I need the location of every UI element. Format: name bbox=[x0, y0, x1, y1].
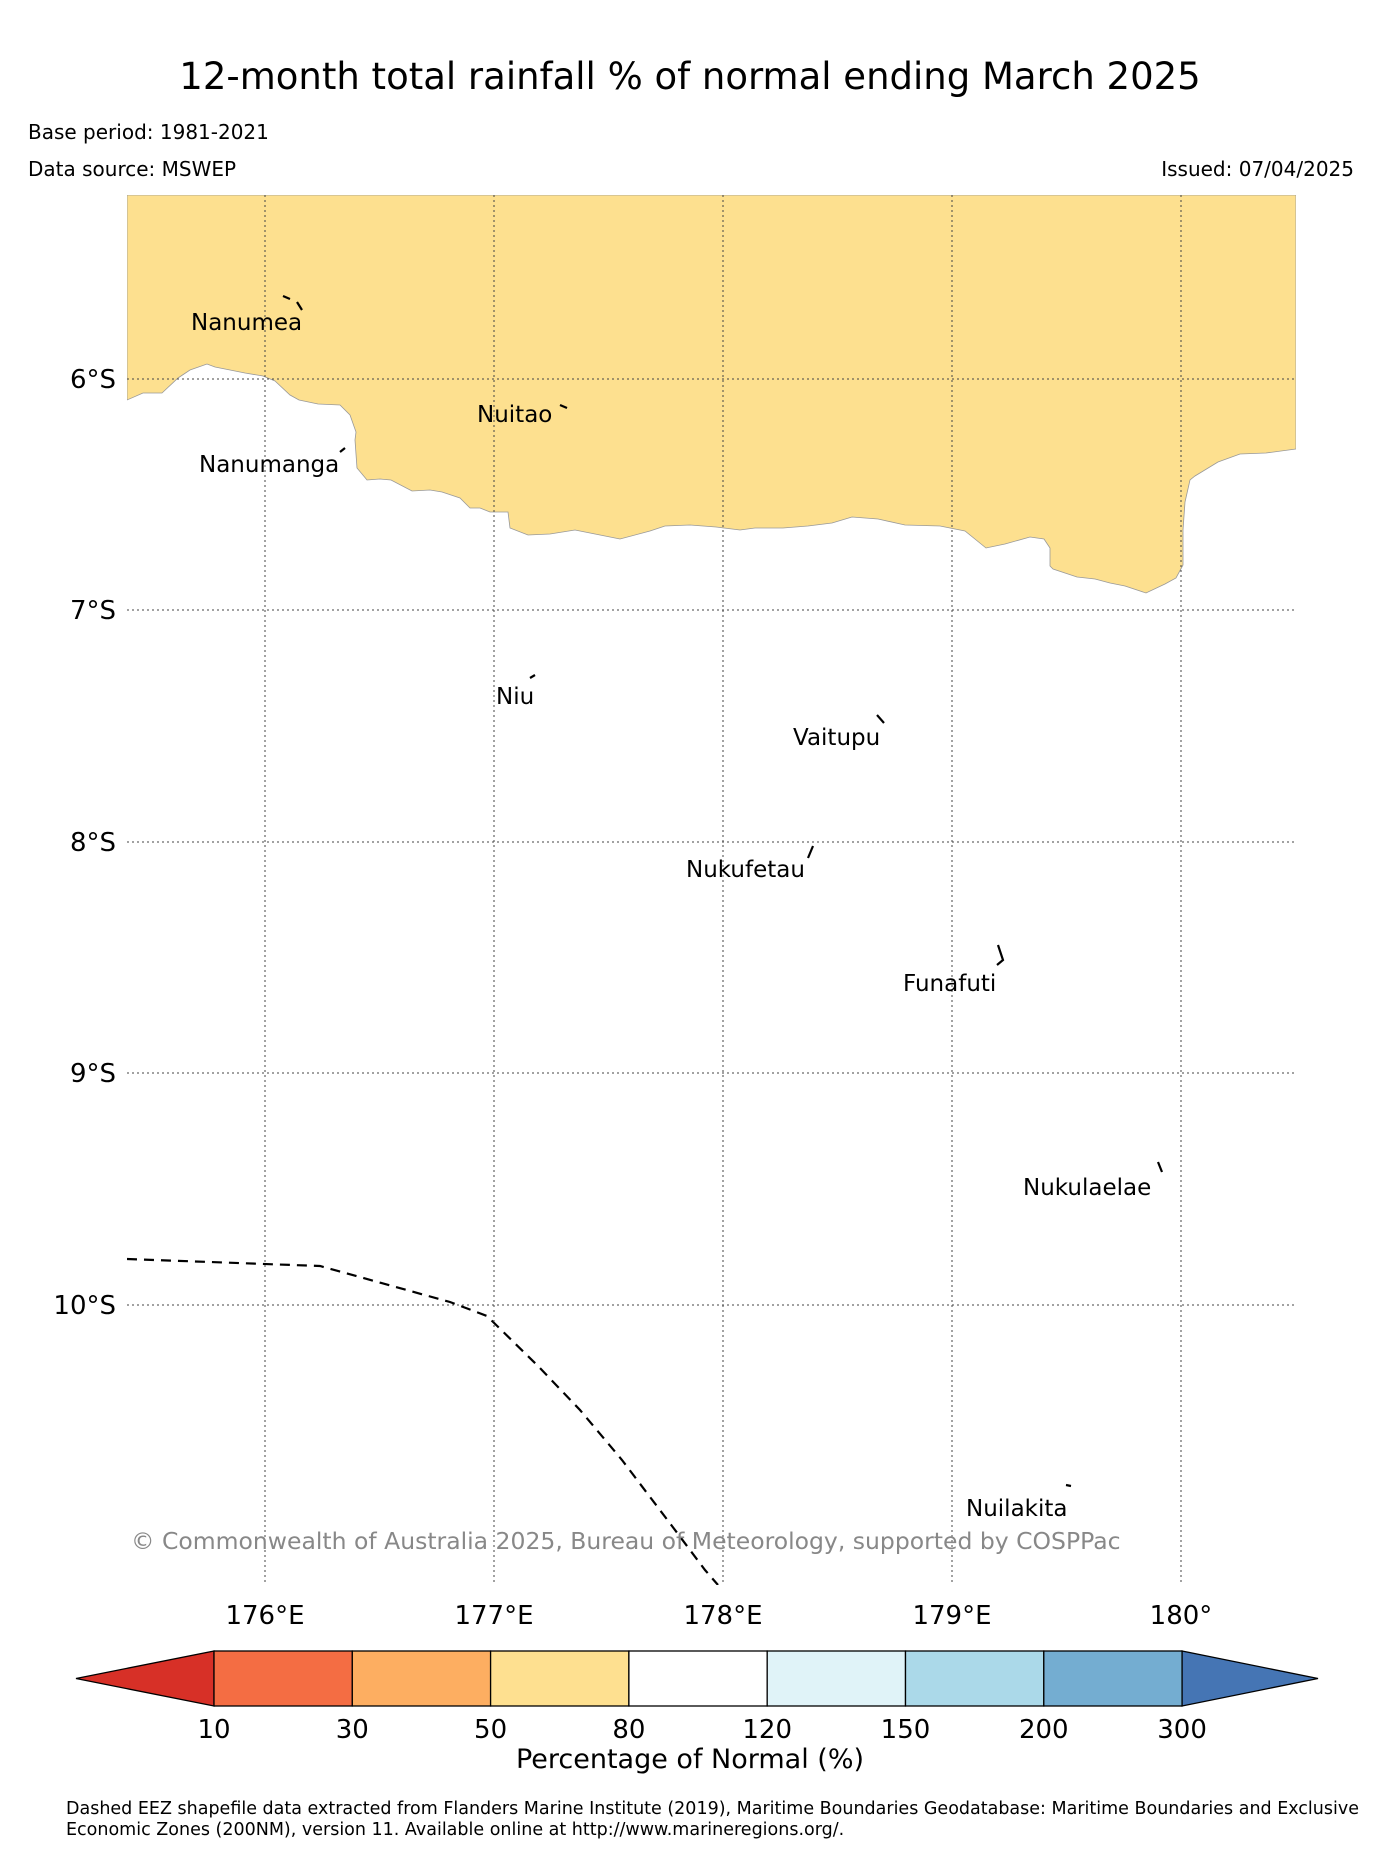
colorbar-segment bbox=[351, 1650, 492, 1707]
lat-label: 10°S bbox=[53, 1291, 116, 1321]
island-label: Nanumea bbox=[191, 310, 302, 336]
island-icon bbox=[1065, 1483, 1072, 1488]
island-icon bbox=[1156, 1161, 1164, 1173]
island-label: Nanumanga bbox=[199, 452, 339, 478]
island-label: Funafuti bbox=[903, 971, 996, 997]
colorbar-segment bbox=[489, 1650, 630, 1707]
island-icon bbox=[339, 447, 346, 453]
island-label: Niu bbox=[496, 684, 534, 710]
chart-title: 12-month total rainfall % of normal endi… bbox=[179, 55, 1201, 98]
colorbar-tick-label: 80 bbox=[612, 1715, 645, 1745]
lon-label: 177°E bbox=[454, 1601, 533, 1631]
colorbar-high-extend bbox=[1181, 1650, 1319, 1707]
lat-label: 6°S bbox=[70, 365, 116, 395]
shaded-rainfall-region bbox=[127, 195, 1296, 594]
lat-label: 8°S bbox=[70, 828, 116, 858]
lat-label: 7°S bbox=[70, 596, 116, 626]
island-icon bbox=[996, 944, 1005, 966]
island-icon bbox=[806, 845, 815, 859]
lat-label: 9°S bbox=[70, 1059, 116, 1089]
data-source-text: Data source: MSWEP bbox=[28, 157, 237, 181]
colorbar-tick-label: 150 bbox=[881, 1715, 931, 1745]
rainfall-map: 6°S 7°S 8°S 9°S 10°S 176°E 177°E 178°E 1… bbox=[53, 195, 1296, 1631]
island-label: Nuilakita bbox=[966, 1496, 1067, 1522]
colorbar-low-extend bbox=[75, 1650, 215, 1707]
footnote-text: Dashed EEZ shapefile data extracted from… bbox=[66, 1799, 1359, 1840]
colorbar-segment bbox=[628, 1650, 768, 1707]
colorbar-tick-label: 30 bbox=[336, 1715, 369, 1745]
colorbar-tick-label: 10 bbox=[197, 1715, 230, 1745]
copyright-text: © Commonwealth of Australia 2025, Bureau… bbox=[131, 1527, 1121, 1555]
colorbar-tick-label: 200 bbox=[1019, 1715, 1069, 1745]
lon-label: 180° bbox=[1150, 1601, 1213, 1631]
island-icon bbox=[282, 294, 303, 311]
issued-date-text: Issued: 07/04/2025 bbox=[1161, 157, 1354, 181]
colorbar-tick-label: 300 bbox=[1157, 1715, 1207, 1745]
island-label: Nuitao bbox=[477, 402, 552, 428]
lon-label: 178°E bbox=[683, 1601, 762, 1631]
colorbar-segment bbox=[766, 1650, 907, 1707]
colorbar-segment bbox=[213, 1650, 353, 1707]
lon-label: 179°E bbox=[912, 1601, 991, 1631]
island-icon bbox=[876, 714, 885, 724]
island-icon bbox=[559, 403, 568, 410]
lon-label: 176°E bbox=[225, 1601, 304, 1631]
island-label: Nukulaelae bbox=[1023, 1175, 1151, 1201]
island-label: Vaitupu bbox=[793, 725, 880, 751]
island-icon bbox=[529, 674, 536, 679]
eez-boundary-line bbox=[127, 1257, 719, 1585]
base-period-text: Base period: 1981-2021 bbox=[28, 120, 269, 144]
colorbar-tick-label: 50 bbox=[474, 1715, 507, 1745]
colorbar-label: Percentage of Normal (%) bbox=[516, 1744, 864, 1775]
colorbar-segment bbox=[904, 1650, 1045, 1707]
colorbar-tick-label: 120 bbox=[742, 1715, 792, 1745]
island-label: Nukufetau bbox=[686, 857, 805, 883]
colorbar-segment bbox=[1043, 1650, 1183, 1707]
